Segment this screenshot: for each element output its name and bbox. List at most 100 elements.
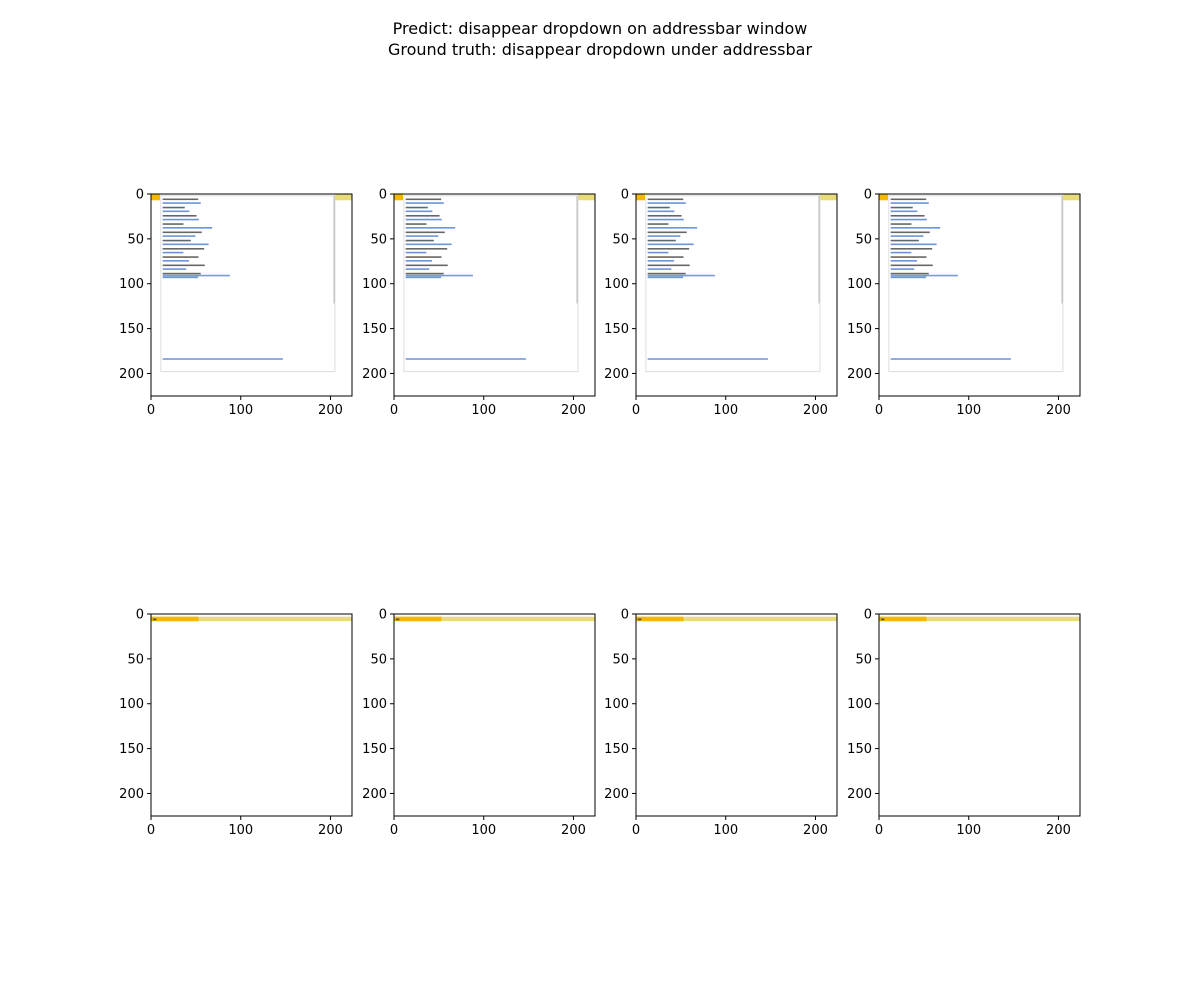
- suggestion-line: [405, 231, 445, 234]
- suggestion-line: [647, 256, 684, 258]
- x-tick-label: 100: [471, 403, 496, 418]
- suggestion-line: [162, 218, 199, 221]
- suggestion-line-long: [647, 274, 715, 277]
- x-tick-label: 200: [1046, 403, 1071, 418]
- image-panel: 0 100 200 0 50 100 150 200: [604, 188, 838, 418]
- y-tick-label: 200: [604, 367, 629, 382]
- y-tick-label: 50: [855, 652, 872, 667]
- suggestion-line: [647, 248, 690, 250]
- x-tick-label: 0: [147, 403, 155, 418]
- y-tick-label: 50: [127, 232, 144, 247]
- suggestion-line-long: [405, 358, 526, 360]
- image-panel: 0 100 200 0 50 100 150 200: [362, 188, 596, 418]
- addressbar-progress: [151, 616, 199, 622]
- panel-background: [151, 614, 352, 816]
- suggestion-line: [405, 218, 442, 221]
- suggestion-line-long: [647, 358, 768, 360]
- suggestion-line: [405, 198, 442, 201]
- suggestion-line: [162, 198, 199, 201]
- y-tick-label: 50: [612, 232, 629, 247]
- suggestion-line: [890, 227, 941, 229]
- y-tick-label: 50: [855, 232, 872, 247]
- y-tick-label: 0: [621, 608, 629, 623]
- x-tick-label: 0: [390, 403, 398, 418]
- suggestion-line: [890, 235, 924, 237]
- suggestion-line: [890, 239, 919, 242]
- x-tick-label: 200: [561, 823, 586, 838]
- suggestion-line: [647, 239, 676, 242]
- suggestion-line: [890, 214, 925, 217]
- suggestion-line: [890, 272, 929, 275]
- addressbar-strip: [394, 616, 595, 622]
- y-tick-label: 150: [604, 742, 629, 757]
- suggestion-line: [647, 272, 686, 275]
- suggestion-line: [162, 214, 197, 217]
- dropdown-frame: [645, 195, 821, 373]
- y-tick-label: 200: [119, 367, 144, 382]
- y-tick-label: 200: [119, 787, 144, 802]
- x-tick-label: 200: [803, 823, 828, 838]
- x-tick-label: 200: [318, 823, 343, 838]
- y-tick-label: 0: [136, 608, 144, 623]
- suggestion-line: [405, 223, 427, 225]
- y-tick-label: 200: [604, 787, 629, 802]
- suggestion-line: [647, 251, 669, 254]
- y-tick-label: 150: [119, 322, 144, 337]
- suggestion-line: [647, 218, 684, 221]
- toolbar-strip: [819, 194, 837, 201]
- x-tick-label: 0: [632, 823, 640, 838]
- suggestion-line: [405, 256, 442, 258]
- image-panel: 0 100 200 0 50 100 150 200: [119, 188, 353, 418]
- x-tick-label: 100: [228, 823, 253, 838]
- x-tick-label: 0: [147, 823, 155, 838]
- suggestion-line: [162, 276, 199, 279]
- x-tick-label: 200: [803, 403, 828, 418]
- y-tick-label: 50: [370, 652, 387, 667]
- addressbar-icon: [395, 618, 400, 621]
- suggestion-line: [405, 251, 427, 254]
- suggestion-line: [647, 276, 684, 279]
- suggestion-line-long: [405, 274, 473, 277]
- y-tick-label: 200: [362, 367, 387, 382]
- y-tick-label: 100: [362, 277, 387, 292]
- toolbar-strip: [1062, 194, 1080, 201]
- panel-frame: [150, 613, 353, 817]
- suggestion-line: [890, 256, 927, 258]
- suggestion-line: [405, 260, 433, 262]
- x-tick-label: 100: [713, 823, 738, 838]
- x-tick-label: 100: [956, 403, 981, 418]
- suggestion-line: [162, 239, 191, 242]
- addressbar-strip: [636, 616, 837, 622]
- suggestion-line-long: [890, 358, 1011, 360]
- panel-frame: [878, 613, 1081, 817]
- figure-title-predict: Predict: disappear dropdown on addressba…: [392, 19, 808, 38]
- suggestion-line: [162, 243, 209, 246]
- dropdown-frame: [888, 195, 1064, 373]
- y-tick-label: 100: [119, 697, 144, 712]
- suggestion-line: [890, 223, 912, 225]
- suggestion-line: [890, 243, 937, 246]
- y-tick-label: 150: [847, 742, 872, 757]
- addressbar-icon: [880, 618, 885, 621]
- suggestion-line: [647, 235, 681, 237]
- suggestion-line: [162, 227, 213, 229]
- suggestion-line: [647, 223, 669, 225]
- suggestion-line: [405, 227, 456, 229]
- suggestion-line: [647, 227, 698, 229]
- suggestion-line: [162, 210, 190, 213]
- suggestion-line: [405, 206, 428, 209]
- suggestion-line: [162, 264, 205, 267]
- panel-background: [636, 614, 837, 816]
- addressbar-tab: [151, 194, 160, 201]
- suggestion-line: [162, 260, 190, 262]
- y-tick-label: 100: [604, 277, 629, 292]
- suggestion-line: [647, 260, 675, 262]
- suggestion-line-long: [890, 274, 958, 277]
- y-tick-label: 0: [136, 188, 144, 203]
- suggestion-line: [890, 231, 930, 234]
- suggestion-line: [405, 276, 442, 279]
- x-tick-label: 0: [875, 403, 883, 418]
- suggestion-line: [405, 239, 434, 242]
- x-tick-label: 0: [875, 823, 883, 838]
- x-tick-label: 200: [561, 403, 586, 418]
